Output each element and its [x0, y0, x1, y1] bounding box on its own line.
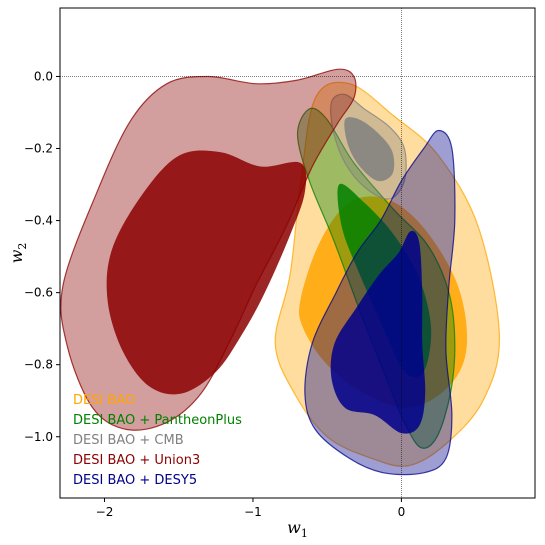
x-axis-ticks: −2 −1 0 — [96, 498, 406, 519]
y-axis-label: w2 — [7, 243, 29, 264]
y-axis-ticks: 0.0 −0.2 −0.4 −0.6 −0.8 −1.0 — [24, 69, 60, 444]
reference-lines — [60, 8, 535, 498]
plot-frame — [59, 7, 536, 499]
y-tick-label: −0.6 — [24, 286, 53, 300]
legend-entry-desi-bao-pantheonplus: DESI BAO + PantheonPlus — [73, 413, 242, 428]
x-tick-label: −2 — [96, 505, 114, 519]
y-tick-label: −1.0 — [24, 430, 53, 444]
legend-entry-desi-bao: DESI BAO — [73, 393, 135, 408]
y-tick-label: 0.0 — [34, 69, 53, 83]
y-tick-label: −0.2 — [24, 142, 53, 156]
x-tick-label: −1 — [244, 505, 262, 519]
contour-desi-bao-cmb-68 — [344, 117, 395, 182]
legend-entry-desi-bao-desy5: DESI BAO + DESY5 — [73, 473, 197, 488]
legend: DESI BAO DESI BAO + PantheonPlus DESI BAO … — [73, 393, 242, 488]
series-desi-bao-cmb — [330, 93, 407, 200]
contour-desi-bao-union3-68 — [106, 150, 307, 395]
y-tick-label: −0.4 — [24, 214, 53, 228]
legend-entry-desi-bao-union3: DESI BAO + Union3 — [73, 453, 200, 468]
series-desi-bao-union3 — [60, 68, 357, 431]
y-tick-label: −0.8 — [24, 358, 53, 372]
x-tick-label: 0 — [398, 505, 406, 519]
x-axis-label: w1 — [287, 518, 308, 540]
legend-entry-desi-bao-cmb: DESI BAO + CMB — [73, 433, 184, 448]
